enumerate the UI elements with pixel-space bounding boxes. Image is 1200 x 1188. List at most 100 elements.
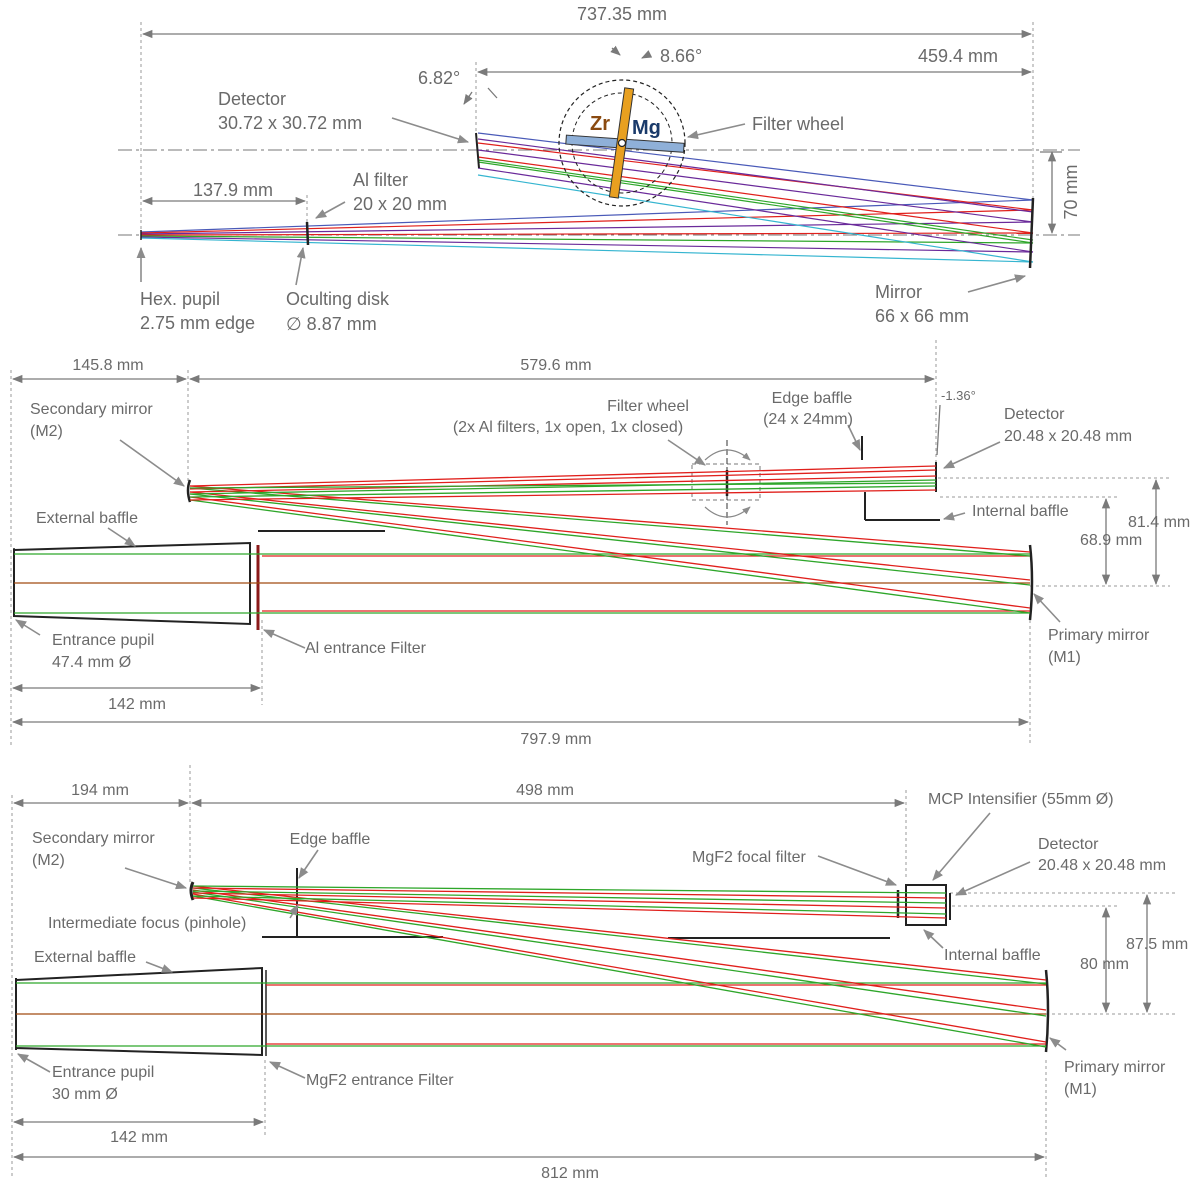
leader-mirror [967,274,1027,293]
leader-disk [295,246,306,286]
label-mirror-size: 66 x 66 mm [875,306,969,326]
primary-mirror [1028,544,1034,621]
label-entrance-pupil: Entrance pupil [52,1064,154,1081]
label-disk: Oculting disk [286,289,390,309]
mcp-intensifier [905,884,947,926]
label-pupil-size: 2.75 mm edge [140,313,255,333]
label-edge-baffle-size: (24 x 24mm) [763,411,853,428]
label-internal-baffle: Internal baffle [972,503,1069,520]
leader-entrance-filter [268,1061,306,1079]
filter-wheel-outline [558,79,686,207]
label-detector: Detector [218,89,286,109]
dim-height: 70 mm [1061,164,1081,219]
leader-filter-wheel [667,439,706,466]
label-primary: Primary mirror [1048,627,1150,644]
label-edge-baffle: Edge baffle [290,831,371,848]
panel-3-telescope: 194 mm 498 mm 87.5 mm 80 mm 142 mm 812 m… [11,765,1188,1182]
label-entrance-pupil: Entrance pupil [52,632,154,649]
label-filter-wheel: Filter wheel [607,398,689,415]
mirror [1028,197,1035,269]
label-entrance-filter: Al entrance Filter [305,640,427,657]
ray-bundle [140,132,1034,263]
label-detector-size: 30.72 x 30.72 mm [218,113,362,133]
label-primary-id: (M1) [1048,649,1081,666]
label-filter-wheel-config: (2x Al filters, 1x open, 1x closed) [453,419,683,436]
leader-external-baffle [107,527,136,547]
label-primary-id: (M1) [1064,1081,1097,1098]
dim-pupil-filter: 137.9 mm [193,180,273,200]
dim-angle-detector: 6.82° [418,68,460,88]
detector-plane [475,132,480,169]
label-intermediate-focus: Intermediate focus (pinhole) [48,915,246,932]
label-al-filter: Al filter [353,170,408,190]
dim-angle: -1.36° [941,388,976,403]
label-internal-baffle: Internal baffle [944,947,1041,964]
leader-al-filter [315,201,346,219]
label-filter-wheel: Filter wheel [752,114,844,134]
panel-2-telescope: 145.8 mm 579.6 mm -1.36° 81.4 mm 68.9 mm… [10,340,1190,748]
leader-external-baffle [145,961,174,973]
dim-height-outer: 87.5 mm [1126,936,1188,953]
label-primary: Primary mirror [1064,1059,1166,1076]
rotation-arrow [704,449,751,461]
ray-bundle [14,465,1031,614]
label-detector: Detector [1004,406,1065,423]
panel-1-telescope: Zr Mg 737.35 mm 8.66° 459.4 mm 6.82° 137… [118,4,1081,334]
label-entrance-pupil-size: 30 mm Ø [52,1086,118,1103]
leader-detector [942,441,1001,469]
label-secondary: Secondary mirror [32,830,155,847]
angle-marker [610,45,621,56]
label-detector: Detector [1038,836,1099,853]
label-al-filter-size: 20 x 20 mm [353,194,447,214]
rotation-arrow [704,506,751,518]
secondary-mirror [186,479,192,503]
label-disk-size: ∅ 8.87 mm [286,314,377,334]
label-entrance-pupil-size: 47.4 mm Ø [52,654,131,671]
label-edge-baffle: Edge baffle [772,390,853,407]
leader-detector [391,117,470,144]
external-baffle-tube [15,966,263,1057]
angle-marker [463,91,473,105]
dim-front: 194 mm [71,782,129,799]
dim-total-length: 737.35 mm [577,4,667,24]
zr-label: Zr [590,113,610,135]
leader-internal-baffle [923,929,944,949]
label-mirror: Mirror [875,282,922,302]
dim-total-length: 812 mm [541,1165,599,1182]
mg-label: Mg [632,117,661,139]
filter-wheel-box [691,463,761,501]
dim-m2-detector: 498 mm [516,782,574,799]
dim-angle-filter: 8.66° [660,46,702,66]
label-secondary: Secondary mirror [30,401,153,418]
label-secondary-id: (M2) [32,852,65,869]
label-pupil: Hex. pupil [140,289,220,309]
leader-intermediate-focus [288,904,299,919]
dim-m2-detector: 579.6 mm [520,357,591,374]
leader-filter-wheel [686,123,746,140]
leader-detector [954,861,1031,896]
label-external-baffle: External baffle [36,510,138,527]
angle-marker [487,87,498,99]
primary-mirror [1044,969,1050,1053]
dim-detector-mirror: 459.4 mm [918,46,998,66]
leader-secondary [124,867,188,890]
leader-focal-filter [817,855,898,886]
label-mcp: MCP Intensifier (55mm Ø) [928,791,1114,808]
dim-filter: 142 mm [108,696,166,713]
dim-front: 145.8 mm [72,357,143,374]
dim-total-length: 797.9 mm [520,731,591,748]
label-focal-filter: MgF2 focal filter [692,849,806,866]
leader-mcp [932,812,991,881]
dim-height-outer: 81.4 mm [1128,514,1190,531]
leader-primary [1033,593,1061,623]
label-detector-size: 20.48 x 20.48 mm [1038,857,1166,874]
wheel-hub [617,138,627,148]
dim-height-inner: 80 mm [1080,956,1129,973]
leader-primary [1049,1037,1067,1051]
label-secondary-id: (M2) [30,423,63,440]
label-entrance-filter: MgF2 entrance Filter [306,1072,454,1089]
label-detector-size: 20.48 x 20.48 mm [1004,428,1132,445]
leader-edge-baffle [847,424,861,452]
angle-marker [641,50,653,59]
